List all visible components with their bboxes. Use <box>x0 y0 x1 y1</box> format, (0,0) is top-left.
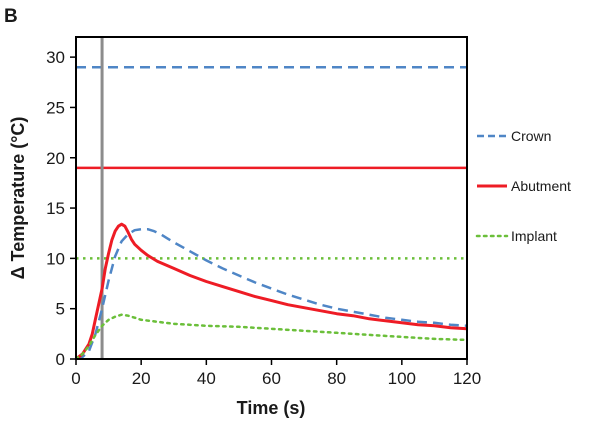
x-tick-label: 120 <box>453 369 481 388</box>
x-tick-label: 40 <box>197 369 216 388</box>
legend-label-abutment: Abutment <box>511 178 571 194</box>
series-line-crown <box>75 227 468 361</box>
axis-ticks: 0 20 40 60 80 100 120 0 5 10 15 20 25 30 <box>46 48 481 388</box>
y-tick-label: 15 <box>46 199 65 218</box>
legend-label-implant: Implant <box>511 228 557 244</box>
x-tick-label: 20 <box>132 369 151 388</box>
y-tick-label: 30 <box>46 48 65 67</box>
legend-label-crown: Crown <box>511 128 551 144</box>
y-tick-label: 0 <box>56 350 65 369</box>
legend: Crown Abutment Implant <box>475 128 571 244</box>
y-axis-title: Δ Temperature (°C) <box>8 117 28 280</box>
y-tick-label: 25 <box>46 98 65 117</box>
y-tick-label: 5 <box>56 300 65 319</box>
x-tick-label: 100 <box>388 369 416 388</box>
y-tick-label: 20 <box>46 149 65 168</box>
x-axis-title: Time (s) <box>237 398 306 418</box>
plot-frame <box>75 36 468 360</box>
series-line-abutment <box>75 222 468 361</box>
panel-label: B <box>4 6 18 27</box>
x-tick-label: 0 <box>71 369 80 388</box>
y-tick-label: 10 <box>46 249 65 268</box>
x-tick-label: 60 <box>262 369 281 388</box>
x-tick-label: 80 <box>327 369 346 388</box>
series-line-implant <box>74 313 469 361</box>
plot-layer <box>74 37 469 361</box>
